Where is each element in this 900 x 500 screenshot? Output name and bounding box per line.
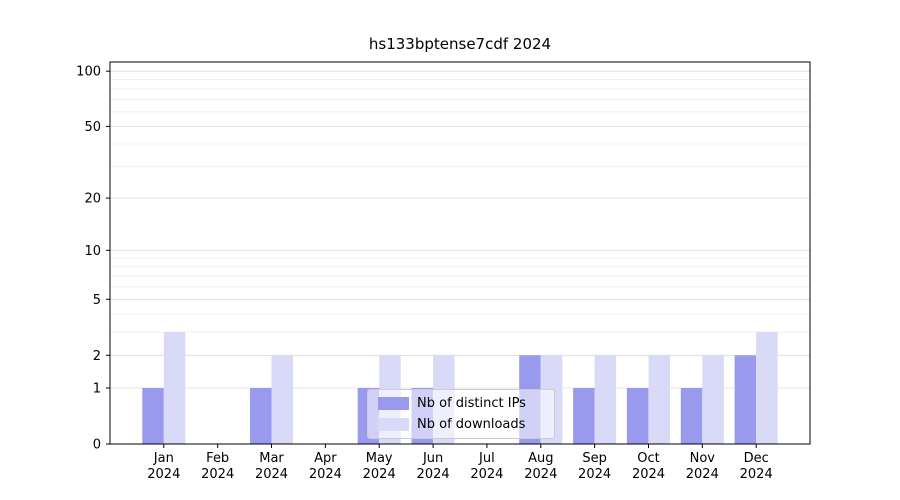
legend-label-downloads: Nb of downloads (417, 417, 526, 432)
x-tick-label: Jan 2024 (147, 451, 180, 482)
bar-nb-of-downloads-nov-2024 (702, 355, 724, 444)
bar-nb-of-downloads-dec-2024 (756, 332, 778, 444)
y-tick-label: 5 (93, 293, 101, 308)
legend-label-distinct-ips: Nb of distinct IPs (417, 396, 526, 411)
chart-title: hs133bptense7cdf 2024 (368, 35, 552, 53)
x-tick-label: Dec 2024 (740, 451, 773, 482)
bar-nb-of-downloads-oct-2024 (648, 355, 670, 444)
x-tick-label: Aug 2024 (524, 451, 557, 482)
x-tick-label: Oct 2024 (632, 451, 665, 482)
legend-item-downloads: Nb of downloads (378, 417, 544, 432)
legend-swatch-downloads (378, 418, 409, 431)
bar-nb-of-distinct-ips-nov-2024 (680, 388, 703, 444)
legend: Nb of distinct IPs Nb of downloads (367, 389, 555, 439)
legend-swatch-distinct-ips (378, 397, 409, 410)
x-tick-label: Sep 2024 (578, 451, 611, 482)
y-tick-label: 100 (76, 65, 101, 80)
y-tick-label: 50 (84, 120, 101, 135)
bar-nb-of-downloads-sep-2024 (594, 355, 617, 444)
bar-nb-of-distinct-ips-sep-2024 (573, 388, 595, 444)
y-tick-label: 20 (84, 192, 101, 207)
bar-nb-of-downloads-jan-2024 (163, 332, 186, 444)
y-tick-label: 10 (84, 244, 101, 259)
plot-border (109, 61, 811, 445)
y-tick-label: 0 (93, 438, 101, 453)
x-tick-label: Mar 2024 (255, 451, 288, 482)
x-tick-label: Apr 2024 (309, 451, 342, 482)
y-tick-label: 1 (93, 382, 101, 397)
x-tick-label: May 2024 (363, 451, 396, 482)
y-tick-label: 2 (93, 349, 101, 364)
bar-nb-of-distinct-ips-mar-2024 (250, 388, 272, 444)
bar-nb-of-downloads-mar-2024 (271, 355, 293, 444)
bar-nb-of-distinct-ips-jan-2024 (142, 388, 164, 444)
bar-nb-of-distinct-ips-oct-2024 (626, 388, 649, 444)
x-tick-label: Feb 2024 (201, 451, 234, 482)
bar-nb-of-distinct-ips-dec-2024 (734, 355, 757, 444)
x-tick-label: Nov 2024 (686, 451, 719, 482)
legend-item-distinct-ips: Nb of distinct IPs (378, 396, 544, 411)
x-tick-label: Jun 2024 (417, 451, 450, 482)
x-tick-label: Jul 2024 (470, 451, 503, 482)
